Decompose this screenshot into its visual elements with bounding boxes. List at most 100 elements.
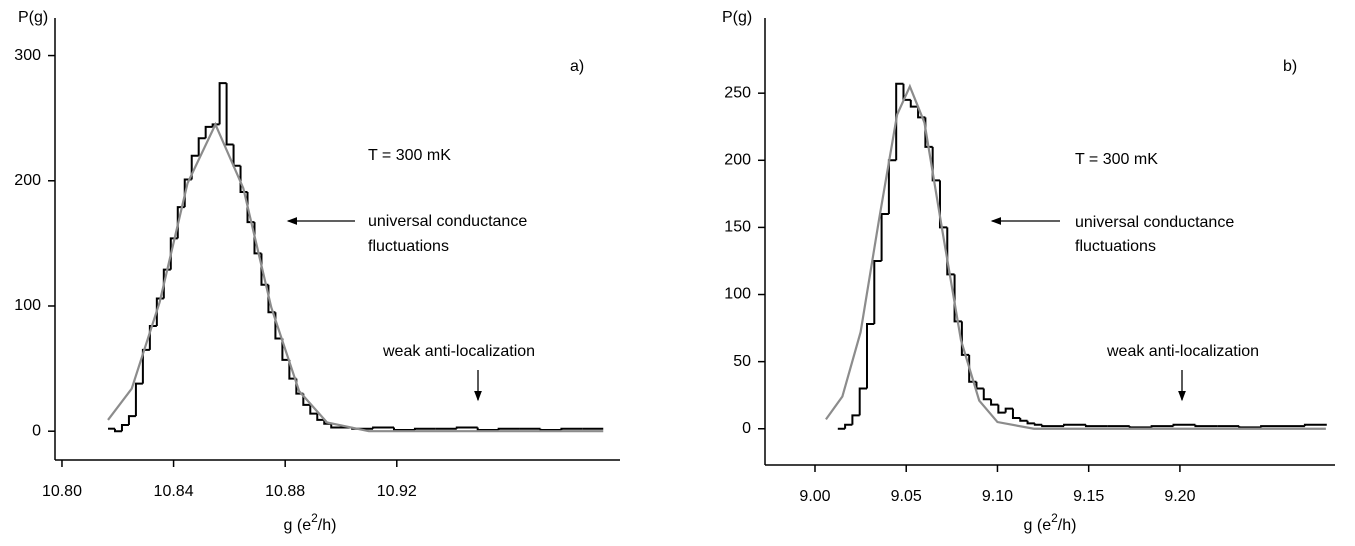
fit-curve <box>825 83 1326 430</box>
y-axis-label: P(g) <box>722 9 752 26</box>
histogram-step <box>858 387 867 416</box>
x-tick-label: 9.20 <box>1164 488 1195 505</box>
histogram-step <box>851 414 860 425</box>
x-label-sup: 2 <box>1051 511 1058 525</box>
x-tick-label: 9.15 <box>1073 488 1104 505</box>
histogram-step <box>316 413 325 421</box>
histogram-step <box>990 399 999 406</box>
x-label-tail: /h) <box>1058 517 1077 534</box>
histogram-step <box>1303 423 1327 427</box>
histogram-step <box>309 404 318 415</box>
x-label-sup: 2 <box>311 511 318 525</box>
histogram-step <box>141 348 150 384</box>
x-tick-label: 9.10 <box>982 488 1013 505</box>
x-label-tail: /h) <box>318 517 337 534</box>
annotation: universal conductance <box>1075 214 1234 231</box>
histogram-step <box>330 423 353 429</box>
histogram-step <box>281 338 290 361</box>
histogram-step <box>1238 426 1262 429</box>
y-tick-label: 100 <box>14 297 41 314</box>
histogram-step <box>134 382 143 417</box>
histogram-step <box>413 427 436 430</box>
histogram-step <box>975 381 984 390</box>
histogram-step <box>909 99 919 108</box>
x-tick-label: 9.00 <box>799 488 830 505</box>
histogram-step <box>393 427 415 431</box>
histogram-step <box>844 423 853 429</box>
histogram-step <box>1033 423 1043 426</box>
histogram-step <box>1128 426 1152 429</box>
annotation: b) <box>1283 58 1297 75</box>
histogram-step <box>232 144 241 167</box>
x-label-text: g (e <box>1024 517 1052 534</box>
x-tick-label: 9.05 <box>891 488 922 505</box>
histogram-step <box>476 427 499 431</box>
histogram-step <box>560 427 583 430</box>
y-tick-label: 0 <box>742 420 751 437</box>
annotation: T = 300 mK <box>368 147 451 164</box>
histogram-step <box>497 427 520 430</box>
histogram-step <box>1004 407 1013 413</box>
x-axis-label: g (e2/h) <box>1024 511 1077 534</box>
histogram-step <box>873 259 882 325</box>
annotation: fluctuations <box>368 238 449 255</box>
histogram-step <box>997 404 1006 414</box>
histogram-step <box>960 321 970 356</box>
annotation: weak anti-localization <box>1106 343 1259 360</box>
histogram-step <box>120 423 129 432</box>
annotation: weak anti-localization <box>382 343 535 360</box>
histogram-step <box>190 154 199 180</box>
histogram-step <box>113 428 122 433</box>
annotation: T = 300 mK <box>1075 151 1158 168</box>
y-axis-label: P(g) <box>18 9 48 26</box>
y-tick-label: 200 <box>14 172 41 189</box>
annotation: a) <box>570 58 584 75</box>
fit-curve <box>107 121 604 433</box>
y-tick-label: 0 <box>32 422 41 439</box>
histogram-step <box>218 82 227 125</box>
histogram-step <box>880 212 889 261</box>
histogram-step <box>1150 425 1174 428</box>
histogram-step <box>372 426 394 429</box>
histogram-step <box>225 83 234 146</box>
y-tick-label: 100 <box>724 286 751 303</box>
histogram-step <box>946 227 955 276</box>
histogram-step <box>887 159 897 214</box>
x-axis-label: g (e2/h) <box>284 511 337 534</box>
histogram-step <box>127 415 136 425</box>
histogram-step <box>1019 418 1028 422</box>
histogram-step <box>938 180 948 229</box>
y-tick-label: 150 <box>724 219 751 236</box>
histogram-step <box>1194 424 1218 428</box>
histogram-step <box>1084 424 1108 428</box>
histogram-step <box>1011 408 1021 420</box>
x-label-text: g (e <box>284 517 312 534</box>
x-tick-label: 10.80 <box>42 483 82 500</box>
histogram-step <box>455 426 478 429</box>
y-tick-label: 50 <box>733 353 751 370</box>
histogram-step <box>1172 423 1196 427</box>
histogram-step <box>931 146 940 182</box>
histogram-step <box>197 137 206 156</box>
y-tick-label: 300 <box>14 47 41 64</box>
histogram-step <box>953 274 962 323</box>
histogram-step <box>1260 425 1283 428</box>
arrows <box>286 217 1186 402</box>
histogram-step <box>204 125 213 139</box>
y-tick-label: 250 <box>724 84 751 101</box>
histogram-step <box>1041 424 1065 428</box>
histogram-step <box>1026 420 1035 425</box>
histogram-step <box>865 323 875 389</box>
annotation: universal conductance <box>368 213 527 230</box>
histogram-step <box>539 428 562 431</box>
histogram-step <box>982 388 992 401</box>
x-tick-label: 10.84 <box>154 483 194 500</box>
histogram-step <box>148 325 157 350</box>
annotation: fluctuations <box>1075 238 1156 255</box>
histogram-step <box>211 123 220 127</box>
x-tick-label: 10.88 <box>265 483 305 500</box>
x-tick-label: 10.92 <box>377 483 417 500</box>
histogram-step <box>1063 423 1086 427</box>
